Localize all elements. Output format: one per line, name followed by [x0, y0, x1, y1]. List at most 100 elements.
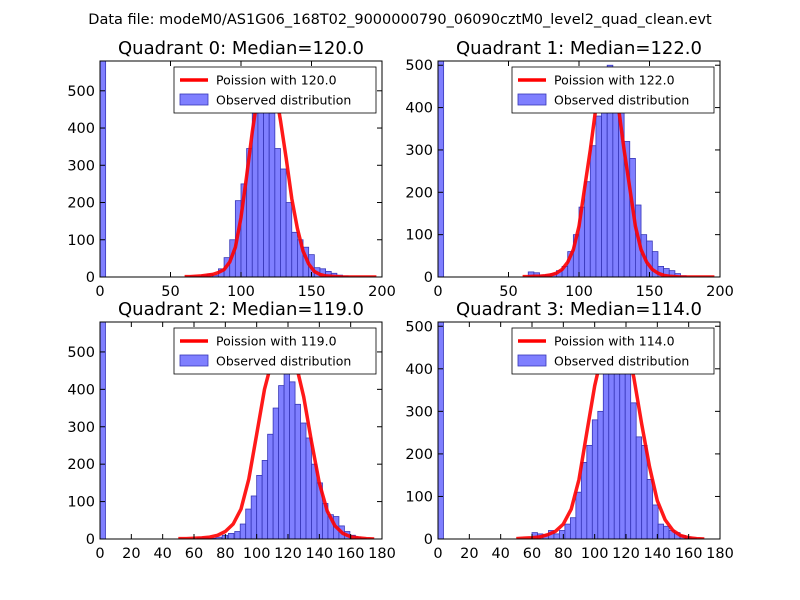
- y-tick-label: 0: [424, 270, 433, 286]
- plot-title: Quadrant 2: Median=119.0: [118, 299, 364, 320]
- x-tick-label: 60: [523, 546, 541, 562]
- x-tick-label: 40: [491, 546, 509, 562]
- axes-frame: [99, 321, 383, 540]
- y-tick-label: 200: [405, 185, 433, 201]
- legend-line-label: Poission with 119.0: [216, 334, 337, 349]
- y-tick-label: 500: [67, 345, 95, 361]
- histogram-bar: [294, 403, 301, 539]
- x-tick-label: 100: [227, 284, 255, 300]
- x-tick-label: 150: [636, 284, 664, 300]
- quadrant-0-plot: 0 50 100 150 200 0 100 200 300 400 500 Quadrant 0: …: [67, 38, 396, 300]
- y-tick-label: 200: [67, 457, 95, 473]
- x-tick-label: 20: [460, 546, 478, 562]
- histogram-bar: [569, 517, 577, 539]
- legend: Poission with 119.0 Observed distribution: [173, 327, 377, 375]
- histogram-bar: [584, 181, 591, 277]
- histogram-bar: [575, 491, 582, 539]
- histogram-bar: [289, 381, 296, 539]
- legend-bar-swatch: [179, 93, 209, 106]
- figure-title: Data file: modeM0/AS1G06_168T02_90000007…: [88, 12, 712, 28]
- legend-line-label: Poission with 114.0: [554, 334, 675, 349]
- histogram-bar: [624, 372, 632, 539]
- x-tick-label: 50: [161, 284, 179, 300]
- plot-title: Quadrant 3: Median=114.0: [456, 299, 702, 320]
- quadrant-3-plot: 0 20 40 60 80 100 120 140 160 1800100200300400500…: [405, 299, 734, 562]
- x-tick-label: 200: [706, 284, 734, 300]
- y-tick-label: 500: [67, 84, 95, 100]
- histogram-bar: [635, 436, 643, 539]
- histogram-bar: [228, 532, 235, 539]
- histogram-bar: [100, 322, 106, 539]
- histogram-bar: [601, 98, 608, 277]
- histogram-bar: [608, 359, 615, 539]
- x-tick-label: 80: [554, 546, 572, 562]
- legend: Poission with 122.0 Observed distribution: [511, 66, 715, 114]
- y-tick-label: 500: [405, 319, 433, 335]
- x-tick-label: 100: [581, 546, 609, 562]
- histogram-bar: [263, 94, 270, 277]
- histogram-bar: [272, 407, 280, 539]
- x-tick-label: 0: [433, 546, 442, 562]
- legend-bar-label: Observed distribution: [554, 93, 689, 108]
- y-tick-label: 100: [67, 495, 95, 511]
- x-tick-label: 120: [612, 546, 640, 562]
- plot-title: Quadrant 0: Median=120.0: [118, 38, 364, 59]
- histogram-bar: [641, 444, 648, 539]
- plot-title: Quadrant 1: Median=122.0: [456, 38, 702, 59]
- axes-frame: [437, 321, 721, 540]
- y-tick-label: 100: [67, 233, 95, 249]
- histogram-bar: [274, 148, 281, 277]
- histogram-bar: [602, 372, 610, 539]
- y-tick-label: 300: [405, 404, 433, 420]
- y-tick-label: 100: [405, 228, 433, 244]
- histogram-bar: [234, 531, 241, 539]
- x-tick-label: 160: [675, 546, 703, 562]
- legend-line-label: Poission with 120.0: [216, 73, 337, 88]
- legend-bar-swatch: [179, 354, 209, 367]
- y-tick-label: 300: [67, 420, 95, 436]
- histogram-bar: [239, 523, 247, 539]
- x-tick-label: 0: [433, 284, 442, 300]
- y-tick-label: 0: [86, 532, 95, 548]
- quadrant-2-plot: 0 20 40 60 80 100 120 140 160 1800100200300400500…: [67, 299, 396, 562]
- x-tick-label: 140: [305, 546, 333, 562]
- legend: Poission with 114.0 Observed distribution: [511, 327, 715, 375]
- histogram-bar: [651, 251, 659, 277]
- x-tick-label: 120: [274, 546, 302, 562]
- histogram-bar: [586, 444, 593, 539]
- y-tick-label: 300: [67, 158, 95, 174]
- x-tick-label: 80: [216, 546, 234, 562]
- histogram-bar: [559, 530, 566, 539]
- legend: Poission with 120.0 Observed distribution: [173, 66, 377, 114]
- x-tick-label: 180: [706, 546, 734, 562]
- x-tick-label: 0: [95, 546, 104, 562]
- histogram-bar: [215, 536, 222, 539]
- x-tick-label: 160: [337, 546, 365, 562]
- x-tick-label: 40: [153, 546, 171, 562]
- x-tick-label: 100: [243, 546, 271, 562]
- histogram-bar: [619, 347, 626, 539]
- histogram-bar: [597, 410, 604, 539]
- legend-bar-swatch: [517, 354, 547, 367]
- histogram-bar: [278, 385, 285, 539]
- x-tick-label: 200: [368, 284, 396, 300]
- y-tick-label: 0: [424, 532, 433, 548]
- histogram-bar: [300, 422, 307, 539]
- y-tick-label: 200: [67, 196, 95, 212]
- histogram-bar: [261, 460, 269, 539]
- histogram-bar: [564, 523, 571, 539]
- histogram-bar: [283, 351, 290, 539]
- histogram-bar: [438, 61, 445, 277]
- histogram-bar: [268, 112, 276, 277]
- histogram-bar: [657, 523, 664, 539]
- y-tick-label: 400: [67, 382, 95, 398]
- histogram-bar: [589, 145, 597, 277]
- x-tick-label: 20: [122, 546, 140, 562]
- y-tick-label: 400: [405, 362, 433, 378]
- histogram-bar: [305, 437, 312, 539]
- histogram-bar: [291, 231, 298, 277]
- histogram-bar: [267, 433, 274, 539]
- y-tick-label: 400: [67, 121, 95, 137]
- legend-bar-label: Observed distribution: [216, 354, 351, 369]
